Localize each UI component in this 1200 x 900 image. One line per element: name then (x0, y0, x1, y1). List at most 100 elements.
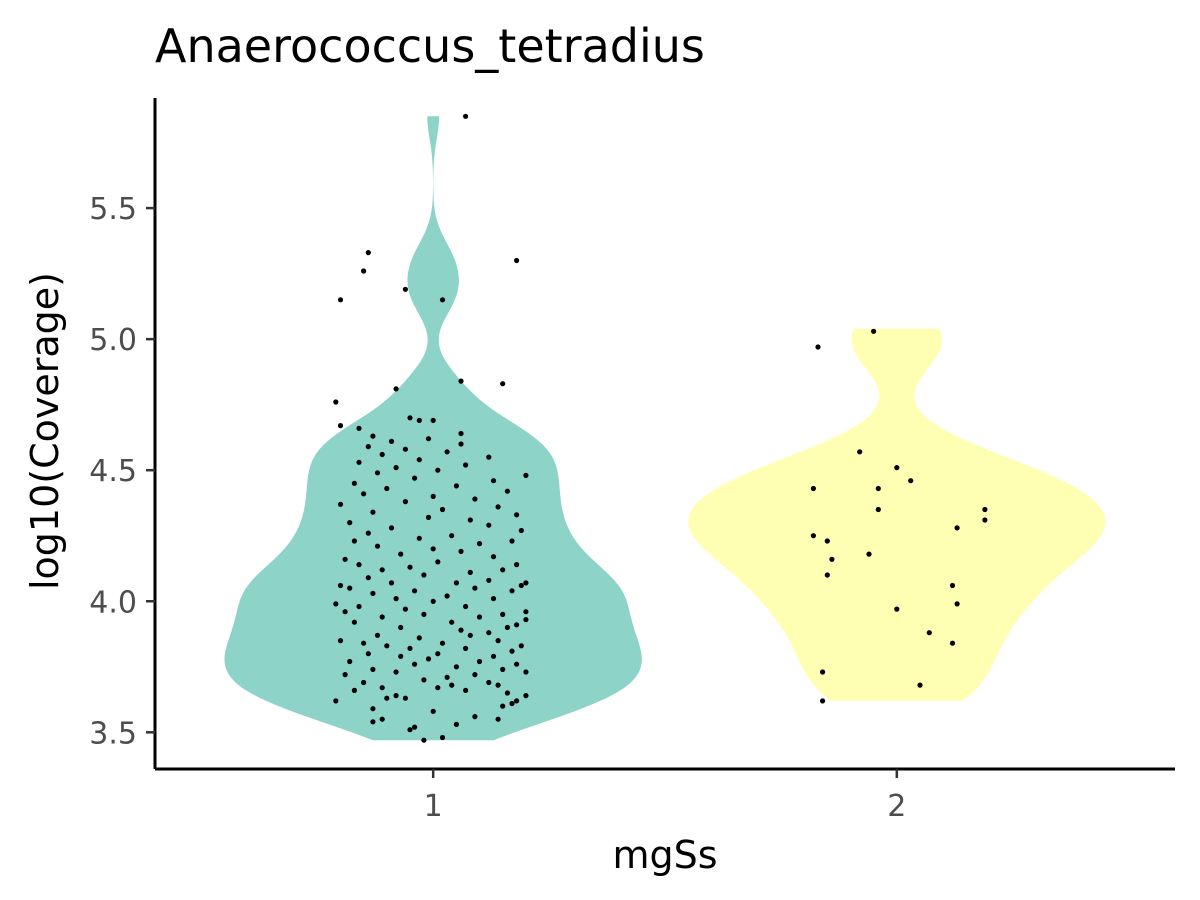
y-tick-label: 5.0 (89, 323, 137, 358)
data-point (500, 611, 506, 618)
data-point (500, 567, 506, 573)
violin-1 (224, 116, 642, 741)
data-point (514, 698, 520, 704)
data-point (407, 564, 413, 570)
data-point (514, 257, 520, 264)
data-point (351, 619, 357, 625)
data-point (523, 609, 529, 615)
data-point (430, 708, 436, 714)
data-point (384, 643, 390, 649)
data-point (486, 630, 492, 636)
data-point (351, 538, 357, 544)
data-point (472, 672, 478, 678)
data-point (342, 556, 348, 562)
data-point (500, 381, 506, 387)
data-point (504, 624, 510, 631)
data-point (486, 577, 492, 583)
data-point (337, 423, 344, 429)
data-point (495, 716, 501, 722)
data-point (467, 517, 473, 523)
data-point (425, 514, 432, 521)
data-point (425, 436, 432, 442)
x-axis-title: mgSs (612, 833, 717, 877)
data-point (954, 601, 960, 607)
data-point (407, 727, 413, 733)
data-point (518, 527, 524, 534)
data-point (917, 682, 923, 688)
data-point (361, 640, 367, 646)
y-tick-label: 5.5 (89, 192, 137, 227)
data-point (337, 582, 344, 589)
data-point (342, 672, 348, 678)
data-point (463, 687, 469, 694)
data-point (374, 470, 381, 476)
data-point (402, 606, 408, 612)
data-point (467, 569, 473, 576)
data-point (435, 467, 441, 473)
data-point (356, 425, 362, 431)
data-point (379, 614, 385, 620)
data-point (509, 588, 515, 594)
data-point (374, 632, 381, 638)
y-tick-label: 3.5 (89, 716, 137, 751)
data-point (458, 430, 464, 437)
data-point (398, 551, 404, 557)
data-point (412, 724, 418, 730)
data-point (866, 551, 872, 557)
data-point (523, 580, 529, 586)
data-point (894, 465, 900, 471)
data-point (810, 485, 817, 492)
data-point (453, 483, 459, 489)
data-point (388, 438, 395, 444)
data-point (347, 658, 353, 665)
data-point (379, 685, 385, 691)
data-point (356, 603, 362, 610)
data-point (500, 666, 506, 673)
data-point (361, 491, 367, 497)
data-point (416, 457, 422, 463)
data-point (333, 698, 339, 704)
data-point (430, 546, 436, 552)
data-point (402, 446, 408, 452)
data-point (449, 682, 455, 688)
data-point (509, 700, 515, 707)
data-point (857, 449, 863, 455)
data-point (337, 297, 344, 303)
data-point (926, 630, 932, 636)
data-point (949, 640, 956, 646)
violin-2 (688, 328, 1106, 701)
data-point (407, 415, 413, 421)
data-point (435, 651, 441, 657)
data-point (908, 478, 914, 484)
data-point (444, 674, 450, 680)
data-point (490, 653, 497, 659)
data-point (412, 475, 418, 481)
data-point (435, 685, 441, 691)
data-point (829, 556, 835, 562)
data-point (439, 734, 446, 741)
data-point (430, 493, 436, 499)
data-point (421, 737, 427, 743)
data-point (476, 614, 483, 620)
data-point (384, 485, 390, 492)
data-point (495, 682, 501, 688)
data-point (439, 506, 446, 513)
data-point (824, 538, 830, 544)
data-point (388, 580, 395, 586)
data-point (370, 666, 376, 673)
data-point (416, 635, 422, 641)
data-point (379, 567, 385, 573)
data-point (894, 606, 900, 612)
data-point (514, 661, 520, 667)
data-point (393, 669, 399, 675)
data-point (523, 617, 529, 623)
data-point (490, 596, 497, 602)
data-point (495, 504, 501, 510)
data-point (458, 627, 464, 633)
data-point (402, 286, 408, 292)
data-point (398, 624, 404, 631)
data-point (463, 645, 469, 652)
data-point (472, 585, 478, 591)
data-point (453, 580, 459, 586)
data-point (444, 449, 450, 455)
